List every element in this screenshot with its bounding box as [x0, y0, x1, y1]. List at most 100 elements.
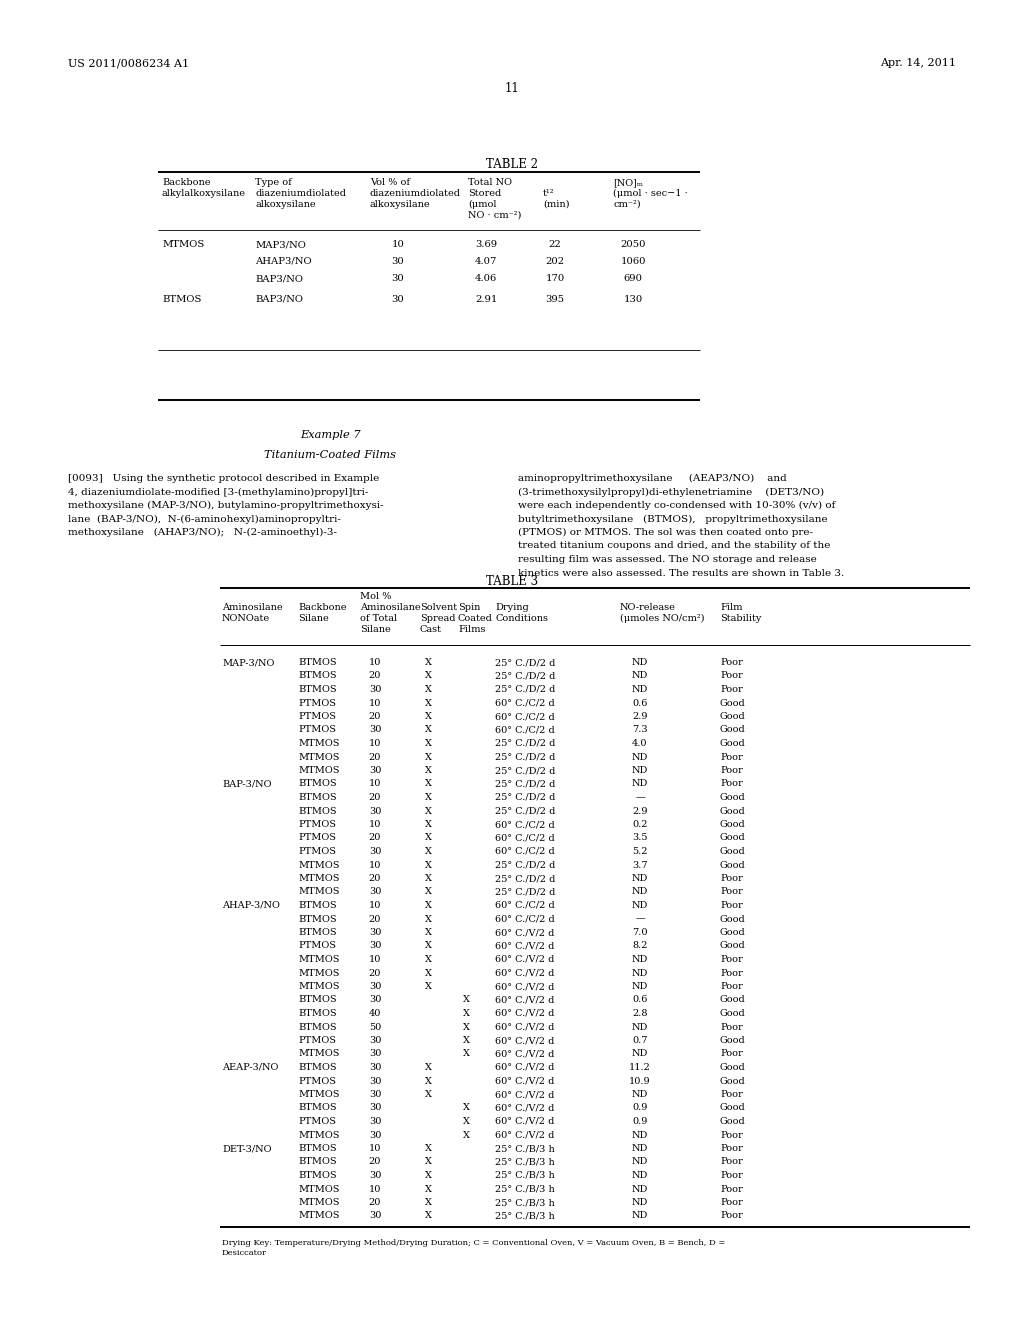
Text: 30: 30: [369, 726, 381, 734]
Text: ND: ND: [632, 1158, 648, 1167]
Text: X: X: [425, 793, 431, 803]
Text: X: X: [425, 982, 431, 991]
Text: 30: 30: [369, 1171, 381, 1180]
Text: 30: 30: [369, 1130, 381, 1139]
Text: 20: 20: [369, 752, 381, 762]
Text: BTMOS: BTMOS: [298, 1158, 337, 1167]
Text: ND: ND: [632, 1023, 648, 1031]
Text: Aminosilane: Aminosilane: [360, 603, 421, 612]
Text: Stored: Stored: [468, 189, 502, 198]
Text: Film: Film: [720, 603, 742, 612]
Text: alkoxysilane: alkoxysilane: [255, 201, 315, 209]
Text: 25° C./D/2 d: 25° C./D/2 d: [495, 672, 555, 681]
Text: Vol % of: Vol % of: [370, 178, 410, 187]
Text: Poor: Poor: [720, 902, 742, 909]
Text: X: X: [425, 1077, 431, 1085]
Text: —: —: [635, 915, 645, 924]
Text: 3.5: 3.5: [632, 833, 648, 842]
Text: 10: 10: [369, 698, 381, 708]
Text: X: X: [463, 1130, 469, 1139]
Text: Good: Good: [720, 1117, 745, 1126]
Text: 20: 20: [369, 1199, 381, 1206]
Text: 10: 10: [369, 657, 381, 667]
Text: X: X: [425, 887, 431, 896]
Text: PTMOS: PTMOS: [298, 698, 336, 708]
Text: 2.9: 2.9: [632, 711, 648, 721]
Text: 0.9: 0.9: [632, 1117, 648, 1126]
Text: Good: Good: [720, 793, 745, 803]
Text: X: X: [425, 1212, 431, 1221]
Text: Good: Good: [720, 739, 745, 748]
Text: PTMOS: PTMOS: [298, 1077, 336, 1085]
Text: (min): (min): [543, 201, 569, 209]
Text: X: X: [425, 766, 431, 775]
Text: BTMOS: BTMOS: [298, 672, 337, 681]
Text: 4, diazeniumdiolate-modified [3-(methylamino)propyl]tri-: 4, diazeniumdiolate-modified [3-(methyla…: [68, 487, 369, 496]
Text: Type of: Type of: [255, 178, 292, 187]
Text: 10: 10: [369, 1184, 381, 1193]
Text: 25° C./D/2 d: 25° C./D/2 d: [495, 874, 555, 883]
Text: Poor: Poor: [720, 969, 742, 978]
Text: 30: 30: [369, 847, 381, 855]
Text: 4.0: 4.0: [632, 739, 648, 748]
Text: MTMOS: MTMOS: [162, 240, 204, 249]
Text: MTMOS: MTMOS: [298, 969, 340, 978]
Text: 395: 395: [546, 294, 564, 304]
Text: Poor: Poor: [720, 887, 742, 896]
Text: MAP3/NO: MAP3/NO: [255, 240, 306, 249]
Text: 60° C./C/2 d: 60° C./C/2 d: [495, 915, 555, 924]
Text: 30: 30: [369, 1212, 381, 1221]
Text: 30: 30: [369, 982, 381, 991]
Text: Good: Good: [720, 820, 745, 829]
Text: NO · cm⁻²): NO · cm⁻²): [468, 211, 521, 220]
Text: Good: Good: [720, 726, 745, 734]
Text: 30: 30: [391, 257, 404, 267]
Text: ND: ND: [632, 887, 648, 896]
Text: 20: 20: [369, 672, 381, 681]
Text: Good: Good: [720, 807, 745, 816]
Text: X: X: [425, 1158, 431, 1167]
Text: alkoxysilane: alkoxysilane: [370, 201, 431, 209]
Text: Drying Key: Temperature/Drying Method/Drying Duration; C = Conventional Oven, V : Drying Key: Temperature/Drying Method/Dr…: [222, 1239, 725, 1247]
Text: MTMOS: MTMOS: [298, 1130, 340, 1139]
Text: 25° C./D/2 d: 25° C./D/2 d: [495, 739, 555, 748]
Text: ND: ND: [632, 969, 648, 978]
Text: PTMOS: PTMOS: [298, 1117, 336, 1126]
Text: (μmol: (μmol: [468, 201, 497, 209]
Text: 3.69: 3.69: [475, 240, 497, 249]
Text: Good: Good: [720, 1036, 745, 1045]
Text: PTMOS: PTMOS: [298, 726, 336, 734]
Text: 10: 10: [369, 861, 381, 870]
Text: Good: Good: [720, 833, 745, 842]
Text: Good: Good: [720, 711, 745, 721]
Text: Good: Good: [720, 847, 745, 855]
Text: ND: ND: [632, 766, 648, 775]
Text: 60° C./C/2 d: 60° C./C/2 d: [495, 820, 555, 829]
Text: 30: 30: [369, 1090, 381, 1100]
Text: 7.0: 7.0: [632, 928, 648, 937]
Text: ND: ND: [632, 1212, 648, 1221]
Text: 11.2: 11.2: [629, 1063, 651, 1072]
Text: 25° C./D/2 d: 25° C./D/2 d: [495, 752, 555, 762]
Text: cm⁻²): cm⁻²): [613, 201, 641, 209]
Text: kinetics were also assessed. The results are shown in Table 3.: kinetics were also assessed. The results…: [518, 569, 844, 578]
Text: 30: 30: [369, 928, 381, 937]
Text: 5.2: 5.2: [632, 847, 648, 855]
Text: 30: 30: [369, 1036, 381, 1045]
Text: X: X: [425, 739, 431, 748]
Text: 2.9: 2.9: [632, 807, 648, 816]
Text: Poor: Poor: [720, 685, 742, 694]
Text: Example 7: Example 7: [300, 430, 360, 440]
Text: 25° C./D/2 d: 25° C./D/2 d: [495, 793, 555, 803]
Text: 60° C./V/2 d: 60° C./V/2 d: [495, 1090, 554, 1100]
Text: X: X: [425, 847, 431, 855]
Text: Good: Good: [720, 995, 745, 1005]
Text: Poor: Poor: [720, 982, 742, 991]
Text: BTMOS: BTMOS: [298, 1023, 337, 1031]
Text: X: X: [425, 1144, 431, 1152]
Text: BTMOS: BTMOS: [298, 915, 337, 924]
Text: 20: 20: [369, 711, 381, 721]
Text: methoxysilane   (AHAP3/NO);   N-(2-aminoethyl)-3-: methoxysilane (AHAP3/NO); N-(2-aminoethy…: [68, 528, 337, 537]
Text: X: X: [425, 685, 431, 694]
Text: 60° C./V/2 d: 60° C./V/2 d: [495, 1063, 554, 1072]
